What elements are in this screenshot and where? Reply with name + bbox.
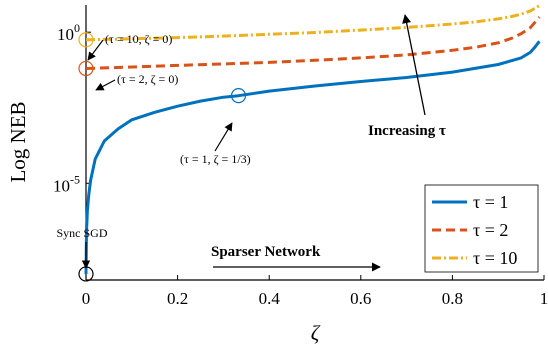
series-lines bbox=[84, 4, 541, 275]
legend-label-tau10: τ = 10 bbox=[473, 248, 517, 268]
annotation-sync-sgd: Sync SGD bbox=[56, 226, 107, 240]
legend-label-tau1: τ = 1 bbox=[473, 192, 508, 212]
annotation-sparser-network: Sparser Network bbox=[211, 244, 321, 260]
highlight-marker-1 bbox=[230, 88, 247, 104]
x-tick-label: 1 bbox=[540, 289, 548, 308]
arrow-tau2 bbox=[95, 79, 116, 91]
highlight-marker-3 bbox=[78, 32, 94, 48]
legend-box bbox=[424, 184, 539, 273]
legend-label-tau2: τ = 2 bbox=[473, 220, 508, 240]
series-line-0 bbox=[84, 40, 541, 275]
arrow-tau10 bbox=[87, 39, 104, 61]
x-tick-label: 0.8 bbox=[442, 289, 463, 308]
annotation-tau1: (τ = 1, ζ = 1/3) bbox=[180, 152, 251, 166]
y-axis-title: Log NEB bbox=[6, 101, 30, 182]
x-tick-label: 0.6 bbox=[350, 289, 371, 308]
ticks: 0 0.2 0.4 0.6 0.8 1 100 10-5 bbox=[53, 21, 548, 308]
series-line-2 bbox=[85, 4, 541, 42]
annotation-tau2: (τ = 2, ζ = 0) bbox=[117, 72, 178, 86]
x-tick-label: 0.2 bbox=[167, 289, 188, 308]
arrow-tau1 bbox=[214, 122, 233, 152]
legend: τ = 1 τ = 2 τ = 10 bbox=[424, 184, 539, 273]
annotations: (τ = 10, ζ = 0) (τ = 2, ζ = 0) (τ = 1, ζ… bbox=[56, 14, 446, 272]
highlight-marker-2 bbox=[78, 60, 94, 77]
x-tick-label: 0 bbox=[82, 289, 91, 308]
series-line-1 bbox=[85, 16, 541, 70]
annotation-tau10: (τ = 10, ζ = 0) bbox=[105, 32, 172, 46]
arrow-increasing-tau bbox=[402, 14, 426, 116]
annotation-increasing-tau: Increasing τ bbox=[368, 123, 446, 139]
y-tick-label: 10-5 bbox=[53, 172, 80, 195]
y-tick-label: 100 bbox=[57, 21, 80, 44]
x-axis-title: ζ bbox=[311, 321, 321, 345]
x-tick-label: 0.4 bbox=[259, 289, 281, 308]
